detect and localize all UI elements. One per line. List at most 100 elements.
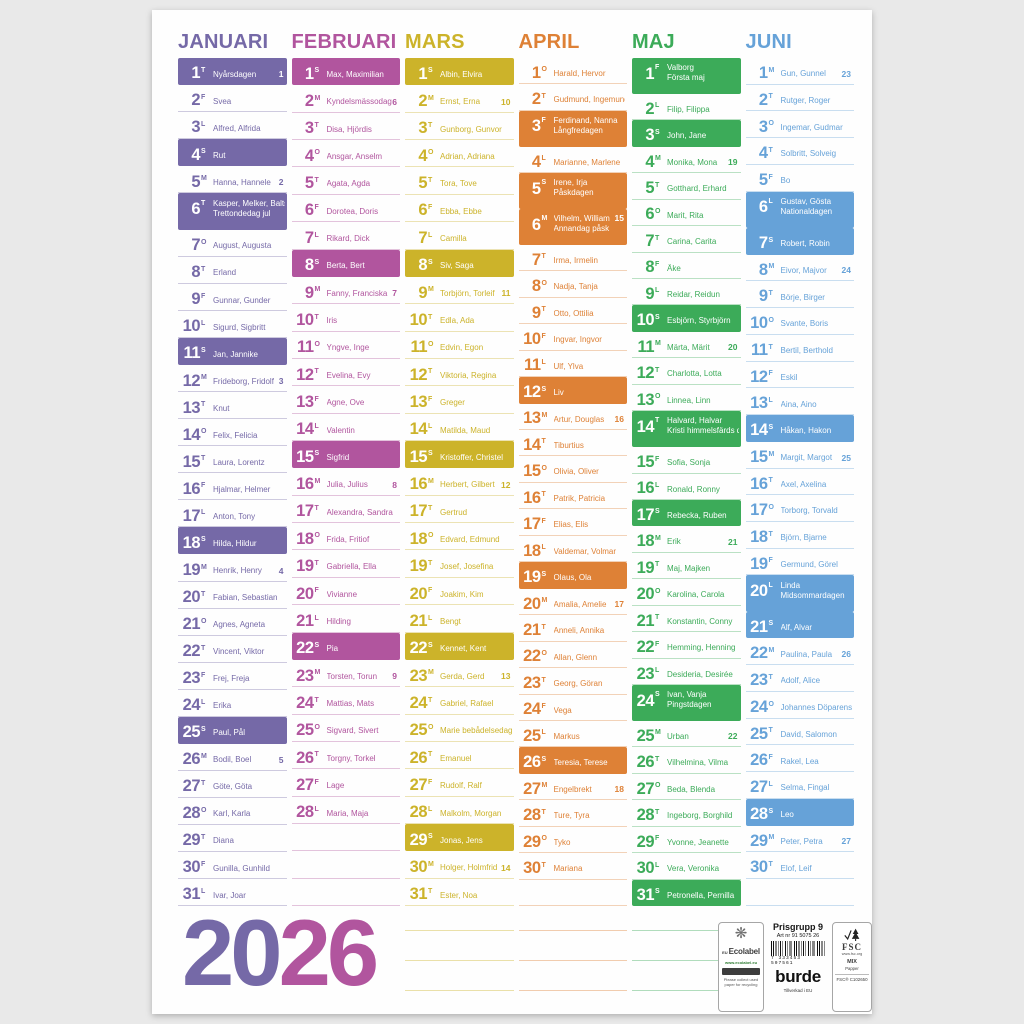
- day-row: 13 F Agne, Ove: [291, 386, 400, 414]
- empty-day-row: [291, 824, 400, 852]
- day-row: 24 F Vega: [518, 695, 627, 721]
- day-row: 17 O Torborg, Torvald: [745, 495, 854, 522]
- weekday-letter: F: [428, 778, 433, 786]
- day-number: 25: [409, 721, 428, 740]
- name-days-line: Solbritt, Solveig: [780, 149, 837, 159]
- weekday-letter: F: [201, 482, 206, 490]
- day-row: 5 S Irene, Irja Påskdagen: [518, 173, 627, 210]
- name-days-line: Valborg: [667, 63, 694, 73]
- made-in-label: Tillverkad i EU: [783, 988, 813, 993]
- name-days-line: Halvard, Halvar: [667, 416, 723, 426]
- name-days: Camilla: [440, 234, 512, 244]
- name-days-line: Adrian, Adriana: [440, 151, 495, 161]
- day-row: 10 T Iris: [291, 304, 400, 332]
- day-number: 5: [191, 172, 200, 191]
- weekday-letter: O: [428, 149, 434, 157]
- day-row: 18 O Edvard, Edmund: [405, 523, 514, 551]
- name-days-line: Torgny, Torkel: [326, 753, 376, 763]
- name-days-line: John, Jane: [667, 131, 707, 141]
- day-number: 5: [645, 178, 654, 197]
- name-days: Allan, Glenn: [554, 653, 626, 663]
- weekday-letter: L: [201, 121, 206, 129]
- day-number: 12: [296, 365, 314, 384]
- day-number: 11: [183, 344, 201, 363]
- day-number: 30: [409, 858, 428, 877]
- day-row: 11 T Bertil, Berthold: [745, 335, 854, 362]
- name-days-line: Bengt: [440, 617, 461, 627]
- weekday-letter: M: [201, 563, 207, 571]
- weekday-letter: O: [768, 700, 774, 708]
- day-number: 22: [523, 647, 541, 666]
- weekday-letter: M: [201, 752, 207, 760]
- week-number: 6: [392, 96, 397, 107]
- day-number: 14: [409, 420, 428, 439]
- name-days: Ingemar, Gudmar: [781, 123, 853, 133]
- day-row: 21 L Hilding: [291, 605, 400, 633]
- day-row: 17 F Elias, Elis: [518, 509, 627, 536]
- weekday-letter: O: [314, 532, 320, 540]
- day-row: 9 L Reidar, Reidun: [632, 279, 741, 306]
- day-row: 25 L Markus: [518, 721, 627, 748]
- day-number: 20: [296, 584, 314, 603]
- day-number: 11: [637, 337, 655, 356]
- name-days: Emanuel: [440, 754, 512, 764]
- day-row: 4 T Solbritt, Solveig: [745, 138, 854, 165]
- name-days-line: Axel, Axelina: [780, 479, 827, 489]
- ecolabel-title-row: EUEcolabel: [722, 941, 760, 959]
- name-days-line: Ebba, Ebbe: [440, 206, 482, 216]
- name-days-line: Berta, Bert: [326, 261, 365, 271]
- week-number: 14: [501, 862, 511, 873]
- name-days: Ivan, Vanja Pingstdagen: [667, 690, 739, 710]
- weekday-letter: F: [201, 94, 206, 102]
- name-days: Selma, Fingal: [781, 783, 853, 793]
- day-number: 22: [182, 641, 201, 660]
- name-days-line: Eivor, Majvor: [780, 265, 827, 275]
- name-days: Elof, Leif: [781, 864, 853, 874]
- week-number: 3: [278, 376, 284, 387]
- weekday-letter: F: [541, 517, 546, 525]
- name-days-line: Gabriel, Rafael: [440, 699, 494, 709]
- weekday-letter: O: [201, 428, 207, 436]
- weekday-letter: F: [428, 587, 433, 595]
- day-row: 19 S Olaus, Ola: [518, 562, 627, 589]
- day-row: 1 S Max, Maximilian: [291, 58, 400, 86]
- day-number: 2: [191, 91, 200, 110]
- day-row: 30 T Mariana: [518, 853, 627, 880]
- day-number: 17: [750, 501, 768, 520]
- day-number: 15: [750, 447, 768, 466]
- week-number: 11: [501, 288, 511, 299]
- day-number: 13: [182, 398, 201, 417]
- weekday-letter: L: [768, 397, 773, 405]
- day-number: 11: [751, 340, 768, 359]
- day-row: 8 T Erland: [178, 257, 287, 284]
- name-days-line: Gun, Gunnel: [780, 69, 826, 79]
- name-days: Olaus, Ola: [554, 573, 626, 583]
- day-row: 12 M Frideborg, Fridolf 3: [178, 365, 287, 393]
- name-days-line: Frej, Freja: [213, 674, 250, 684]
- day-row: 26 M Bodil, Boel 5: [178, 744, 287, 771]
- day-row: 21 L Bengt: [405, 605, 514, 633]
- ecolabel-eu-label: EU: [722, 950, 728, 955]
- day-number: 8: [304, 256, 314, 275]
- weekday-letter: T: [768, 343, 773, 351]
- name-days-line: Beda, Blenda: [667, 784, 716, 794]
- name-days: Yvonne, Jeanette: [667, 838, 739, 848]
- weekday-letter: M: [655, 340, 661, 348]
- name-days-line: Peter, Petra: [780, 836, 823, 846]
- day-row: 23 L Desideria, Desirée: [632, 659, 741, 686]
- name-days: Markus: [554, 732, 626, 742]
- weekday-letter: O: [655, 587, 661, 595]
- weekday-letter: T: [201, 779, 206, 787]
- day-number: 5: [418, 174, 427, 193]
- name-days: Frej, Freja: [213, 674, 285, 684]
- name-days-line: Gertrud: [440, 507, 468, 517]
- name-days-line: Mattias, Mats: [326, 699, 375, 709]
- day-row: 28 S Leo: [745, 798, 854, 826]
- day-number: 28: [409, 803, 428, 822]
- day-row: 14 L Matilda, Maud: [405, 414, 514, 442]
- day-row: 30 F Gunilla, Gunhild: [178, 852, 287, 880]
- weekday-letter: L: [655, 482, 660, 489]
- name-days-line: Alfred, Alfrida: [213, 123, 261, 133]
- day-number: 7: [418, 228, 427, 247]
- name-days: Sigurd, Sigbritt: [213, 323, 285, 333]
